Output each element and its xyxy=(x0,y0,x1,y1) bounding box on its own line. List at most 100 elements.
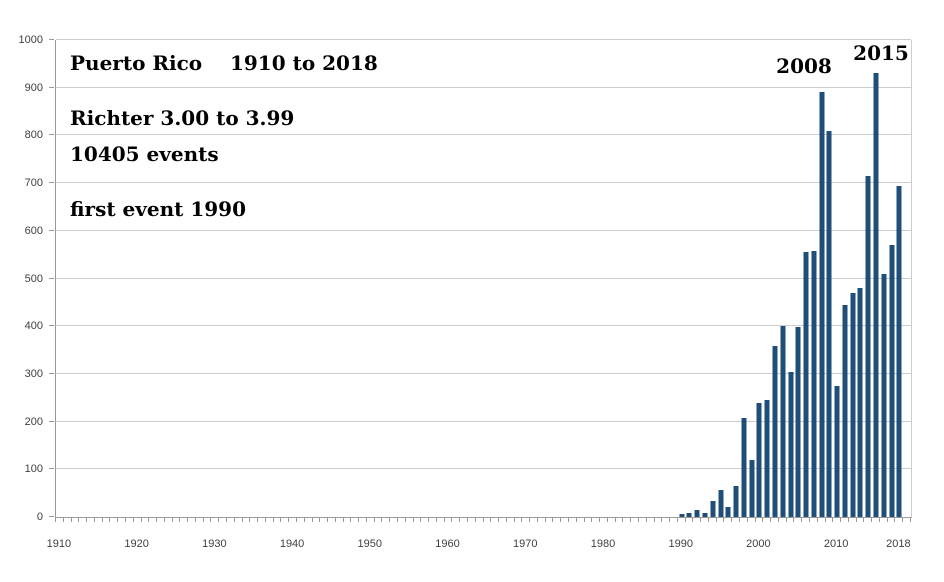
bar-2014 xyxy=(865,175,871,517)
x-axis-tick xyxy=(78,518,80,522)
x-axis-tick xyxy=(871,518,873,522)
gridline-500 xyxy=(56,277,911,279)
bar-1996 xyxy=(725,506,731,517)
x-axis-tick xyxy=(521,518,523,522)
x-axis-tick xyxy=(739,518,740,522)
x-axis: 1910 1920 1930 1940 1950 1960 1970 1980 1990 2000… xyxy=(47,538,911,552)
bar-1990 xyxy=(679,514,685,517)
x-axis-tick xyxy=(194,518,196,522)
y-axis-label-500: 500 xyxy=(24,272,43,285)
y-axis-label-700: 700 xyxy=(24,177,43,190)
x-axis-tick xyxy=(746,518,748,522)
x-axis-tick xyxy=(552,518,554,522)
x-axis-tick xyxy=(55,518,56,522)
chart-title: Puerto Rico 1910 to 2018 xyxy=(70,51,378,75)
x-axis-tick xyxy=(544,518,546,522)
y-axis-tick xyxy=(49,516,54,517)
bar-2012 xyxy=(850,292,856,517)
bar-2001 xyxy=(764,399,770,517)
bar-1993 xyxy=(702,513,708,517)
x-axis-tick xyxy=(886,518,888,522)
x-axis-tick xyxy=(124,518,126,522)
x-axis-tick xyxy=(855,518,857,522)
x-axis-tick xyxy=(459,518,461,522)
bar-2011 xyxy=(842,304,848,517)
bar-1995 xyxy=(718,489,724,517)
x-axis-tick xyxy=(661,518,663,522)
bar-2016 xyxy=(881,273,887,517)
x-axis-tick xyxy=(62,518,64,522)
x-axis-tick xyxy=(474,518,476,522)
x-axis-tick xyxy=(140,518,142,522)
x-axis-tick xyxy=(233,518,235,522)
peak-label-2015: 2015 xyxy=(853,41,909,65)
y-axis-tick xyxy=(49,277,54,279)
bar-2018 xyxy=(896,185,902,517)
y-axis-label-400: 400 xyxy=(24,320,43,333)
x-axis-tick xyxy=(731,518,733,522)
gridline-900 xyxy=(56,86,911,88)
y-axis-tick xyxy=(49,86,54,88)
x-axis-tick xyxy=(816,518,818,522)
x-axis-tick xyxy=(218,518,220,522)
y-axis-label-1000: 1000 xyxy=(18,34,43,46)
x-axis-tick xyxy=(777,518,779,522)
x-axis-tick xyxy=(241,518,243,522)
x-axis-tick xyxy=(560,518,562,522)
x-axis-tick xyxy=(280,518,282,522)
x-axis-tick xyxy=(684,518,686,522)
y-axis-label-100: 100 xyxy=(24,463,43,476)
x-axis-tick xyxy=(785,518,787,522)
bar-2006 xyxy=(803,251,809,517)
x-axis-tick xyxy=(653,518,655,522)
x-axis-tick xyxy=(303,518,305,522)
x-axis-tick xyxy=(700,518,702,522)
gridline-400 xyxy=(56,325,911,327)
peak-label-2008: 2008 xyxy=(776,54,832,78)
x-axis-label-1930: 1930 xyxy=(202,538,227,550)
x-axis-tick xyxy=(443,518,445,522)
x-axis-tick xyxy=(428,518,430,522)
y-axis-tick xyxy=(49,182,54,184)
x-axis-tick xyxy=(622,518,624,522)
x-axis-tick xyxy=(435,518,437,522)
x-axis-tick xyxy=(295,518,297,522)
y-axis-tick xyxy=(49,229,54,231)
x-axis-tick xyxy=(513,518,515,522)
bar-2003 xyxy=(780,326,786,517)
x-axis-tick xyxy=(288,518,290,522)
y-axis-label-200: 200 xyxy=(24,415,43,428)
x-axis-label-1940: 1940 xyxy=(279,538,305,550)
bar-2017 xyxy=(889,245,895,517)
x-axis-tick xyxy=(163,518,165,522)
x-axis-tick xyxy=(272,518,274,522)
x-axis-label-1920: 1920 xyxy=(124,538,149,550)
x-axis-tick xyxy=(894,518,896,522)
x-axis-tick xyxy=(770,518,772,522)
bar-2015 xyxy=(873,73,879,517)
x-axis-tick xyxy=(568,518,569,522)
y-axis-label-900: 900 xyxy=(24,81,43,94)
bar-1994 xyxy=(710,501,716,517)
x-axis-label-1950: 1950 xyxy=(357,538,383,550)
x-axis-tick xyxy=(902,518,904,522)
bar-1997 xyxy=(733,486,739,517)
x-axis-tick xyxy=(420,518,422,522)
x-axis-label-2018: 2018 xyxy=(886,538,911,550)
y-axis-tick xyxy=(49,468,54,470)
x-axis-tick xyxy=(93,518,95,522)
bar-1999 xyxy=(749,459,755,517)
x-axis-tick xyxy=(311,518,313,522)
x-axis-tick xyxy=(264,518,266,522)
bar-2005 xyxy=(795,327,801,517)
x-axis-tick xyxy=(257,518,259,522)
chart-subtitle-first-event: first event 1990 xyxy=(70,197,247,221)
bar-1992 xyxy=(694,509,700,517)
y-axis-tick xyxy=(49,420,54,422)
x-axis-tick xyxy=(847,518,849,522)
x-axis-tick xyxy=(466,518,468,522)
x-axis-label-1970: 1970 xyxy=(513,538,538,550)
gridline-600 xyxy=(56,229,911,231)
x-axis-tick xyxy=(614,518,616,522)
bar-2007 xyxy=(811,250,817,517)
